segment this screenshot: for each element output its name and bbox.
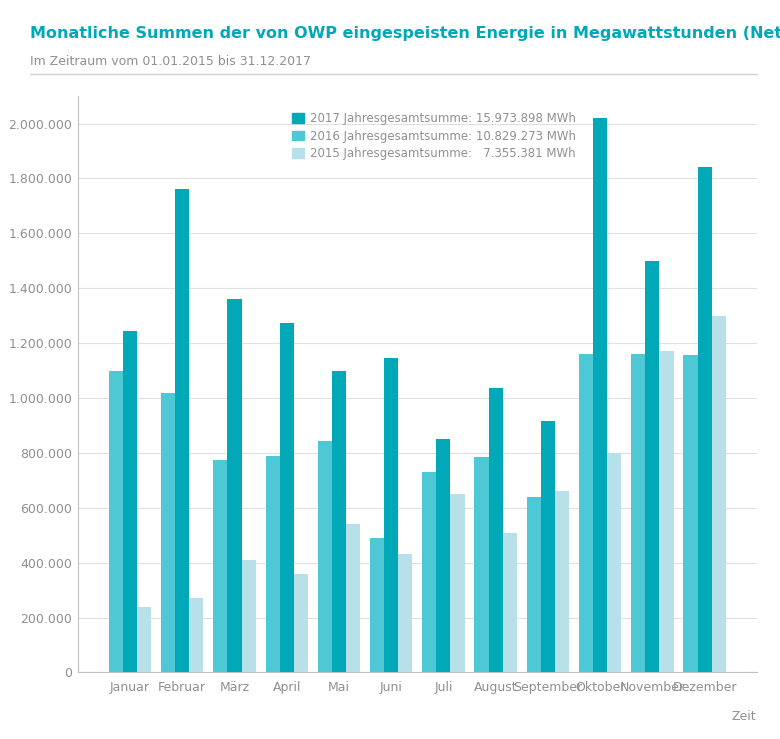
Bar <box>697 168 711 672</box>
Bar <box>422 472 436 672</box>
Bar <box>555 491 569 672</box>
Bar <box>683 355 697 672</box>
Legend: 2017 Jahresgesamtsumme: 15.973.898 MWh, 2016 Jahresgesamtsumme: 10.829.273 MWh, : 2017 Jahresgesamtsumme: 15.973.898 MWh, … <box>288 108 580 165</box>
Bar <box>161 392 176 672</box>
Bar <box>332 370 346 672</box>
Bar <box>711 316 725 672</box>
Bar <box>317 440 332 672</box>
Text: Monatliche Summen der von OWP eingespeisten Energie in Megawattstunden (Netzgebi: Monatliche Summen der von OWP eingespeis… <box>30 26 780 41</box>
Bar <box>384 358 399 672</box>
Bar <box>370 538 384 672</box>
Bar <box>593 118 607 672</box>
Bar <box>659 351 673 672</box>
Bar <box>399 554 413 672</box>
Bar <box>280 322 294 672</box>
Bar <box>579 354 593 672</box>
Bar <box>109 370 123 672</box>
Bar <box>474 457 488 672</box>
Bar <box>228 299 242 672</box>
Bar <box>176 189 190 672</box>
Text: Im Zeitraum vom 01.01.2015 bis 31.12.2017: Im Zeitraum vom 01.01.2015 bis 31.12.201… <box>30 55 310 69</box>
Bar <box>631 354 645 672</box>
Bar <box>190 599 204 672</box>
Bar <box>488 389 502 672</box>
Text: Zeit: Zeit <box>732 710 757 723</box>
Bar <box>346 524 360 672</box>
Bar <box>645 261 659 672</box>
Bar <box>294 573 308 672</box>
Bar <box>502 533 517 672</box>
Bar <box>607 453 622 672</box>
Bar <box>242 560 256 672</box>
Bar <box>541 421 555 672</box>
Bar <box>526 497 541 672</box>
Bar <box>451 494 465 672</box>
Bar <box>213 460 228 672</box>
Bar <box>137 607 151 672</box>
Bar <box>436 439 451 672</box>
Bar <box>265 456 280 672</box>
Bar <box>123 331 137 672</box>
